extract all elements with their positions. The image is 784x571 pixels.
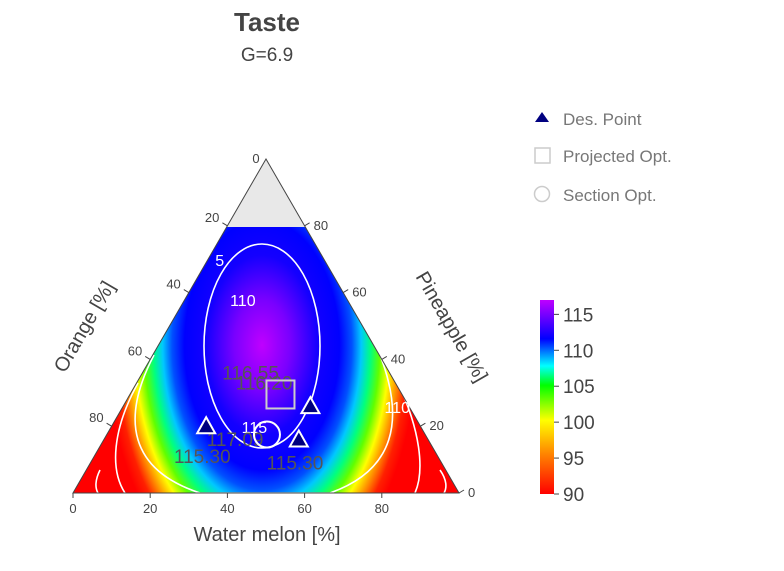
tick-mark-right <box>342 289 349 294</box>
tick-label-left: 20 <box>205 210 219 225</box>
legend-label-des-point: Des. Point <box>563 110 642 129</box>
tick-mark-right <box>381 355 388 360</box>
legend-item-projected-opt[interactable]: Projected Opt. <box>534 147 672 166</box>
ternary-frame <box>72 158 460 494</box>
axis-title-right: Pineapple [%] <box>411 268 492 386</box>
tick-label-left: 40 <box>166 277 180 292</box>
circle-icon <box>533 185 551 203</box>
colorbar-ticks: 90 95 100 105 110 115 <box>554 305 595 506</box>
tick-marks: 0 20 40 60 80 20 40 60 80 0 20 40 60 80 0 <box>69 151 475 516</box>
contour-110 <box>134 354 394 493</box>
section-opt-marker <box>252 420 281 449</box>
contour-label: 110 <box>384 400 410 417</box>
tick-label-left: 60 <box>128 343 142 358</box>
tick-label-right: 60 <box>352 285 366 300</box>
tick-label-left: 80 <box>89 410 103 425</box>
triangle-icon <box>535 112 549 122</box>
tick-label-bottom: 60 <box>297 501 311 516</box>
tick-label-right: 20 <box>429 418 443 433</box>
des-point-marker <box>288 428 310 448</box>
legend-label-section-opt: Section Opt. <box>563 186 657 205</box>
colorbar-tick-label: 100 <box>563 413 595 434</box>
legend-label-projected-opt: Projected Opt. <box>563 147 672 166</box>
contour-115 <box>203 243 321 449</box>
tick-label-right: 0 <box>468 485 475 500</box>
value-label: 117.09 <box>207 430 264 451</box>
tick-mark-right <box>458 489 465 494</box>
value-label: 116.55 <box>222 363 279 384</box>
colorbar-tick-label: 95 <box>563 449 584 470</box>
tick-mark-left <box>183 289 190 294</box>
des-point-marker <box>299 395 322 415</box>
axis-title-left: Orange [%] <box>50 278 120 377</box>
excluded-region <box>227 159 305 227</box>
legend-item-section-opt[interactable]: Section Opt. <box>533 185 657 205</box>
tick-mark-left <box>222 222 228 227</box>
colorbar-gradient <box>540 300 554 494</box>
value-label: 115.30 <box>174 447 231 468</box>
tick-mark-left <box>144 355 151 360</box>
value-label: 115.30 <box>267 454 324 475</box>
contour-label: 5 <box>215 253 224 270</box>
axis-title-bottom: Water melon [%] <box>193 524 340 546</box>
tick-label-right: 40 <box>391 351 405 366</box>
tick-mark-left <box>106 422 112 427</box>
chart-title: Taste <box>234 7 300 37</box>
tick-label-bottom: 80 <box>375 501 389 516</box>
contour-label: 110 <box>230 293 256 310</box>
tick-label-bottom: 40 <box>220 501 234 516</box>
legend: Des. Point Projected Opt. Section Opt. <box>533 110 672 205</box>
tick-label-bottom: 0 <box>69 501 76 516</box>
tick-label-bottom: 20 <box>143 501 157 516</box>
tick-mark-right <box>420 422 426 427</box>
chart-subtitle: G=6.9 <box>241 45 293 66</box>
square-icon <box>534 147 551 164</box>
colorbar: 90 95 100 105 110 115 <box>540 300 595 506</box>
tick-label-apex: 0 <box>252 151 259 166</box>
contour-100 <box>95 469 447 493</box>
value-label: 116.20 <box>236 373 293 394</box>
tick-mark-right <box>304 222 310 227</box>
colorbar-tick-label: 110 <box>563 341 593 362</box>
des-point-marker <box>195 415 217 435</box>
colorbar-tick-label: 115 <box>563 305 593 326</box>
tick-label-right: 80 <box>314 218 328 233</box>
colorbar-tick-label: 90 <box>563 485 584 506</box>
markers <box>195 379 322 449</box>
projected-opt-marker <box>265 379 296 410</box>
colorbar-tick-label: 105 <box>563 377 595 398</box>
legend-item-des-point[interactable]: Des. Point <box>535 110 642 129</box>
